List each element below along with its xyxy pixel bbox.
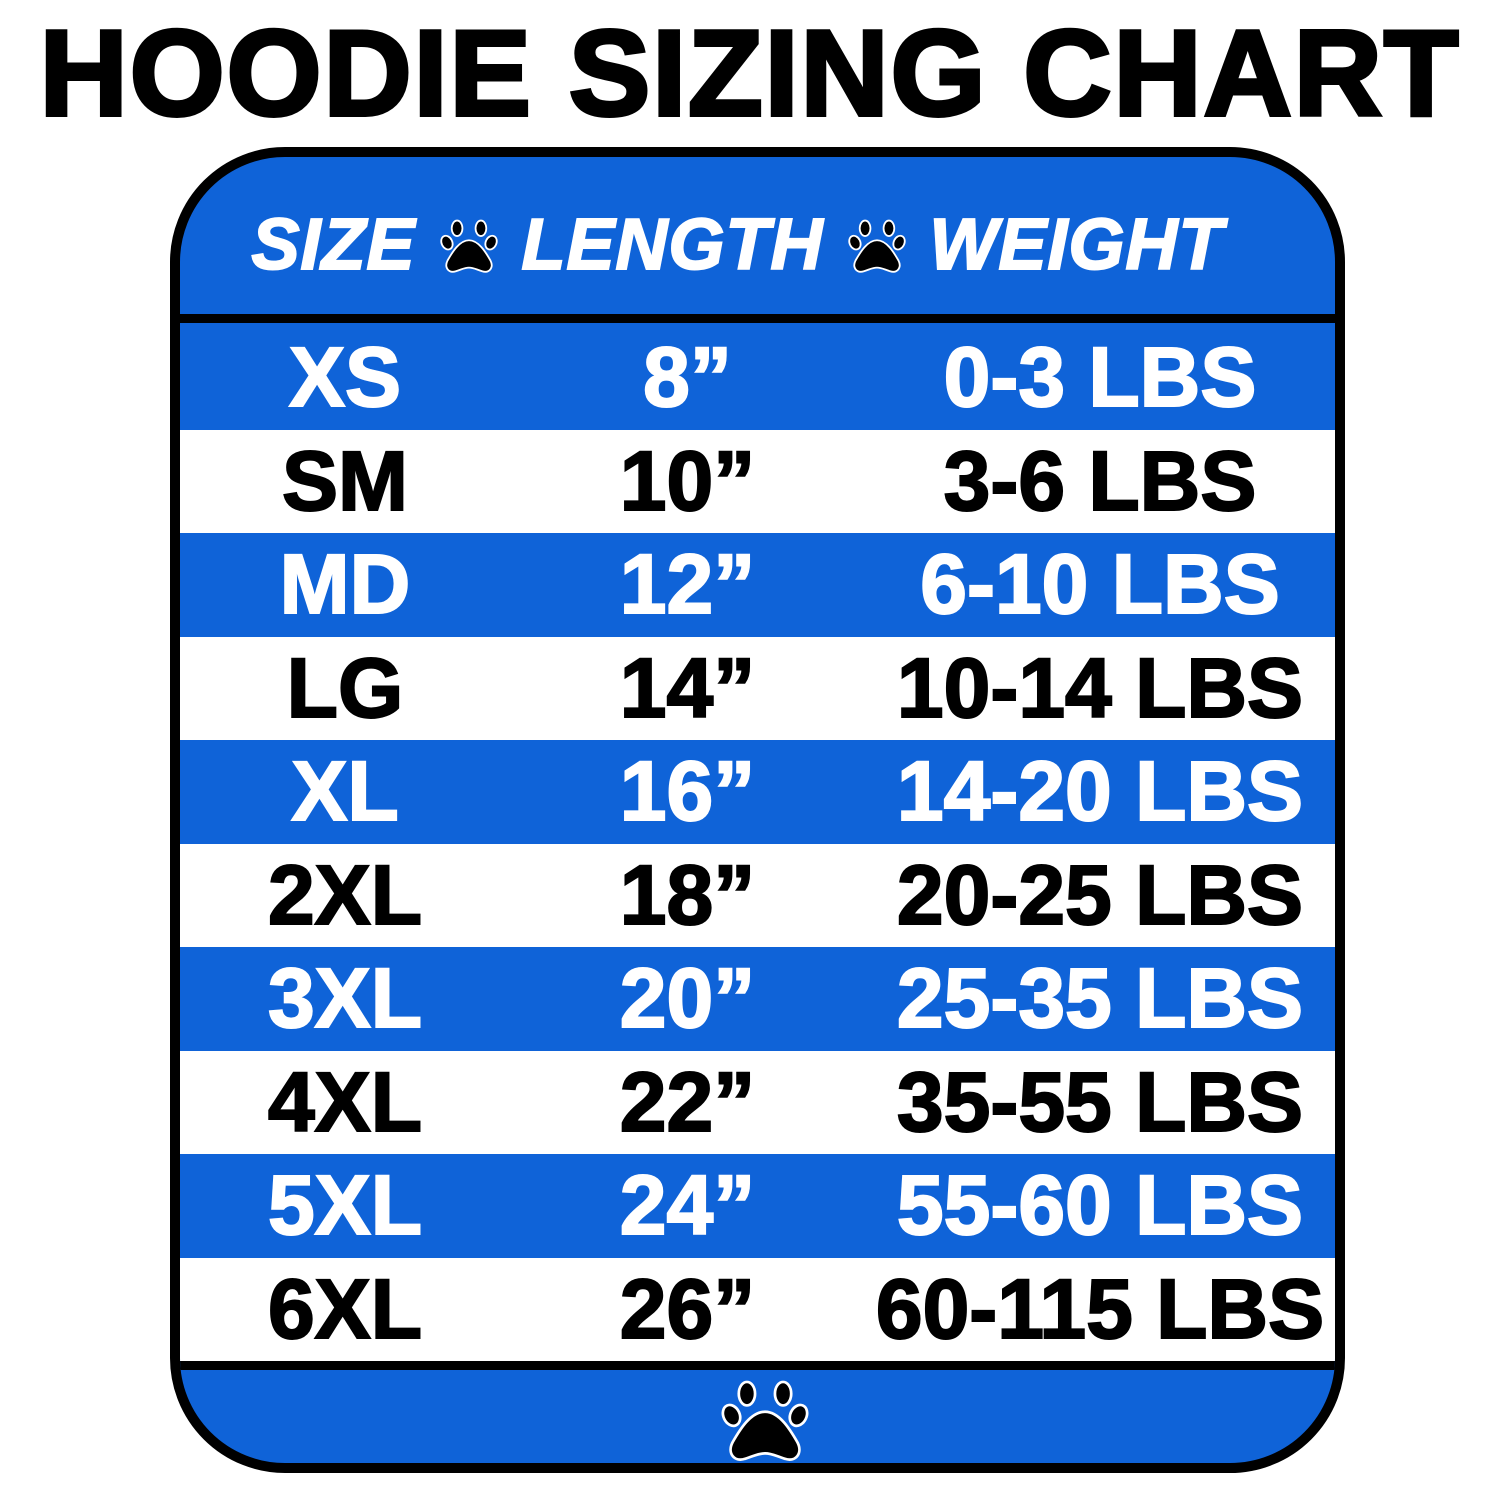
weight-cell: 35-55 LBS [896,1054,1304,1150]
weight-cell: 55-60 LBS [896,1157,1304,1253]
size-cell: MD [279,536,412,632]
size-cell: 2XL [267,847,423,943]
size-cell: 4XL [267,1054,423,1150]
divider [180,314,1335,323]
weight-cell: 3-6 LBS [943,433,1258,529]
paw-icon [437,219,500,273]
page-title: HOODIE SIZING CHART [38,5,1461,141]
table-row: 6XL 26” 60-115 LBS [180,1257,1335,1361]
table-body: XS 8” 0-3 LBS SM 10” 3-6 LBS MD 12” 6-10 LBS LG 14… [180,326,1335,1361]
size-cell: LG [286,640,405,736]
table-row: 5XL 24” 55-60 LBS [180,1154,1335,1258]
length-cell: 10” [619,433,756,529]
weight-cell: 10-14 LBS [896,640,1304,736]
length-cell: 22” [619,1054,756,1150]
table-row: 3XL 20” 25-35 LBS [180,947,1335,1051]
size-cell: XL [290,743,399,839]
table-row: XL 16” 14-20 LBS [180,740,1335,844]
header-weight: WEIGHT [929,204,1224,286]
length-cell: 18” [619,847,756,943]
paw-icon [845,219,908,273]
sizing-table: SIZE LENGTH WEIGHT XS 8” 0-3 LBS SM 10” 3-6 L… [170,147,1345,1473]
length-cell: 26” [619,1261,756,1357]
length-cell: 14” [619,640,756,736]
weight-cell: 25-35 LBS [896,950,1304,1046]
table-row: MD 12” 6-10 LBS [180,533,1335,637]
table-header: SIZE LENGTH WEIGHT [180,157,1335,317]
divider [180,1361,1335,1370]
length-cell: 20” [619,950,756,1046]
table-row: LG 14” 10-14 LBS [180,636,1335,740]
weight-cell: 6-10 LBS [919,536,1280,632]
size-cell: 5XL [267,1157,423,1253]
size-cell: 6XL [267,1261,423,1357]
header-length: LENGTH [521,204,824,286]
length-cell: 16” [619,743,756,839]
table-row: SM 10” 3-6 LBS [180,429,1335,533]
table-row: XS 8” 0-3 LBS [180,326,1335,430]
weight-cell: 20-25 LBS [896,847,1304,943]
weight-cell: 60-115 LBS [875,1261,1325,1357]
header-size: SIZE [250,204,416,286]
weight-cell: 14-20 LBS [896,743,1304,839]
length-cell: 24” [619,1157,756,1253]
size-cell: XS [288,329,402,425]
paw-icon [718,1380,812,1461]
table-row: 4XL 22” 35-55 LBS [180,1050,1335,1154]
table-row: 2XL 18” 20-25 LBS [180,843,1335,947]
length-cell: 12” [619,536,756,632]
size-cell: SM [281,433,409,529]
size-cell: 3XL [267,950,423,1046]
length-cell: 8” [642,329,733,425]
weight-cell: 0-3 LBS [943,329,1258,425]
